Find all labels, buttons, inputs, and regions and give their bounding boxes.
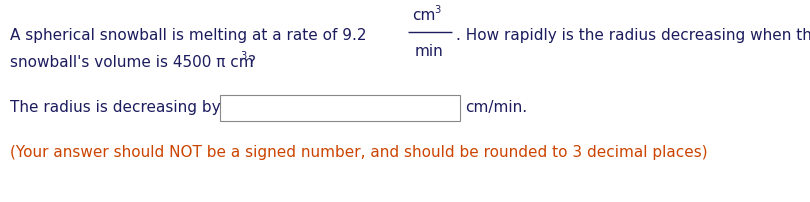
Text: A spherical snowball is melting at a rate of 9.2: A spherical snowball is melting at a rat… <box>10 28 366 43</box>
Text: cm/min.: cm/min. <box>465 100 527 115</box>
Text: min: min <box>415 44 444 59</box>
Text: 3: 3 <box>240 51 246 61</box>
Text: The radius is decreasing by: The radius is decreasing by <box>10 100 220 115</box>
Text: cm: cm <box>412 8 436 23</box>
Text: snowball's volume is 4500 π cm: snowball's volume is 4500 π cm <box>10 55 254 70</box>
FancyBboxPatch shape <box>220 96 460 121</box>
Text: . How rapidly is the radius decreasing when the: . How rapidly is the radius decreasing w… <box>456 28 810 43</box>
Text: (Your answer should NOT be a signed number, and should be rounded to 3 decimal p: (Your answer should NOT be a signed numb… <box>10 144 708 159</box>
Text: 3: 3 <box>434 5 441 15</box>
Text: ?: ? <box>248 55 256 70</box>
